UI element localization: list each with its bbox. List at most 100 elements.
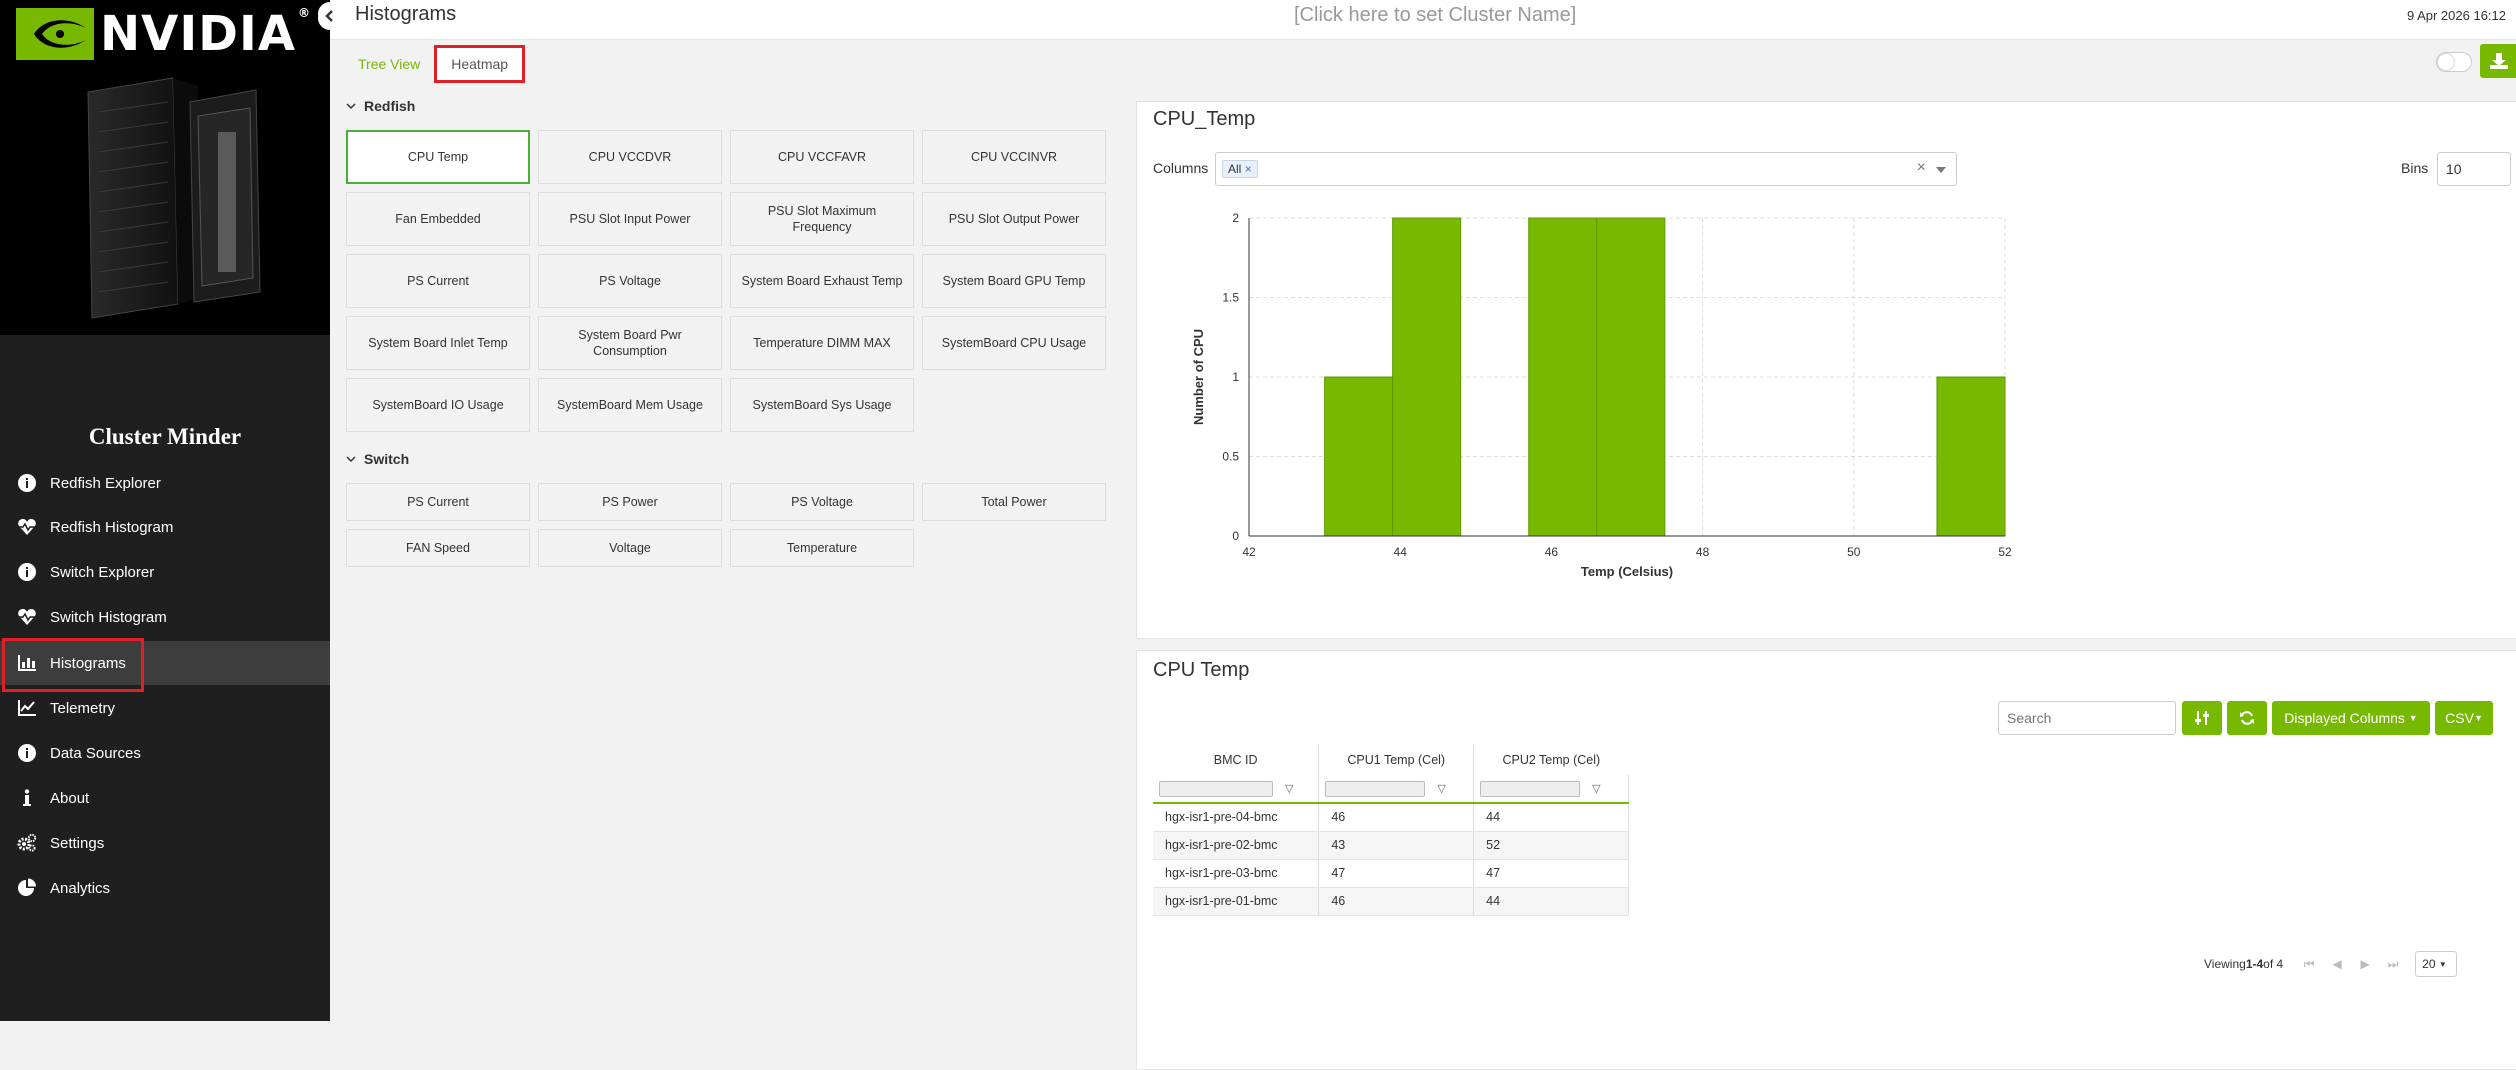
metric-button-systemboard-cpu-usage[interactable]: SystemBoard CPU Usage — [922, 316, 1106, 370]
cluster-name-link[interactable]: [Click here to set Cluster Name] — [1294, 4, 1577, 26]
metric-button-fan-embedded[interactable]: Fan Embedded — [346, 192, 530, 246]
column-header-cpu1-temp[interactable]: CPU1 Temp (Cel) — [1318, 745, 1475, 775]
section-header-redfish[interactable]: Redfish — [346, 98, 415, 114]
table-cell: 46 — [1318, 887, 1475, 916]
prev-page-icon[interactable]: ◀ — [2332, 957, 2342, 971]
columns-select[interactable]: All × × — [1215, 152, 1957, 186]
histogram-bar — [1324, 376, 1394, 537]
next-page-icon[interactable]: ▶ — [2360, 957, 2370, 971]
refresh-button[interactable] — [2227, 701, 2267, 735]
metric-button-ps-power[interactable]: PS Power — [538, 483, 722, 521]
y-tick-label: 1.5 — [1222, 291, 1239, 305]
metric-button-cpu-vccdvr[interactable]: CPU VCCDVR — [538, 130, 722, 184]
metric-button-system-board-exhaust-temp[interactable]: System Board Exhaust Temp — [730, 254, 914, 308]
tab-tree-view[interactable]: Tree View — [358, 56, 421, 72]
filter-icon[interactable]: ▽ — [1592, 783, 1601, 795]
chevron-down-icon[interactable] — [1936, 167, 1946, 173]
clear-icon[interactable]: × — [1916, 159, 1926, 176]
sidebar-item-about[interactable]: About — [0, 776, 330, 820]
sidebar-item-telemetry[interactable]: Telemetry — [0, 686, 330, 730]
logo-text: NVIDIA ® — [100, 6, 312, 62]
metric-button-systemboard-mem-usage[interactable]: SystemBoard Mem Usage — [538, 378, 722, 432]
metric-button-psu-slot-input-power[interactable]: PSU Slot Input Power — [538, 192, 722, 246]
first-page-icon[interactable]: ⏮ — [2303, 956, 2315, 971]
bar-chart-icon — [16, 652, 38, 674]
download-button[interactable] — [2480, 44, 2516, 78]
data-table: BMC ID CPU1 Temp (Cel) CPU2 Temp (Cel) ▽… — [1153, 745, 1629, 916]
metric-button-ps-current[interactable]: PS Current — [346, 483, 530, 521]
sidebar-item-redfish-explorer[interactable]: Redfish Explorer — [0, 461, 330, 505]
pager-suffix: of 4 — [2263, 957, 2284, 971]
metric-button-total-power[interactable]: Total Power — [922, 483, 1106, 521]
page-size-select[interactable]: 20 ▼ — [2415, 951, 2458, 977]
sidebar-item-label: Switch Histogram — [50, 608, 167, 626]
sidebar-item-label: Histograms — [50, 654, 126, 672]
table-cell: hgx-isr1-pre-02-bmc — [1153, 831, 1320, 860]
search-input[interactable] — [1998, 701, 2176, 735]
table-cell: 52 — [1473, 831, 1629, 860]
chevron-left-icon — [325, 10, 333, 22]
table-row[interactable]: hgx-isr1-pre-02-bmc 43 52 — [1153, 831, 1629, 860]
last-page-icon[interactable]: ⏭ — [2387, 956, 2399, 971]
filter-icon[interactable]: ▽ — [1437, 783, 1446, 795]
brand-title: Cluster Minder — [88, 424, 242, 449]
columns-chip[interactable]: All × — [1222, 160, 1258, 178]
nvidia-logo: NVIDIA ® — [16, 6, 312, 62]
metric-button-system-board-pwr-consumption[interactable]: System Board Pwr Consumption — [538, 316, 722, 370]
metric-button-voltage[interactable]: Voltage — [538, 529, 722, 567]
filter-cell: ▽ — [1318, 775, 1475, 804]
metric-button-ps-voltage[interactable]: PS Voltage — [538, 254, 722, 308]
filter-icon[interactable]: ▽ — [1285, 783, 1294, 795]
top-bar: Histograms [Click here to set Cluster Na… — [318, 0, 2516, 40]
sidebar-item-data-sources[interactable]: Data Sources — [0, 731, 330, 775]
tab-heatmap[interactable]: Heatmap — [434, 45, 526, 83]
table-cell: 44 — [1473, 887, 1629, 916]
sidebar-item-analytics[interactable]: Analytics — [0, 866, 330, 910]
sidebar-item-redfish-histogram[interactable]: Redfish Histogram — [0, 505, 330, 549]
section-header-switch[interactable]: Switch — [346, 451, 409, 467]
filter-input[interactable] — [1480, 780, 1581, 797]
toggle-switch[interactable] — [2436, 52, 2472, 72]
filter-input[interactable] — [1159, 780, 1273, 797]
metric-button-psu-slot-output-power[interactable]: PSU Slot Output Power — [922, 192, 1106, 246]
histogram-bar — [1936, 376, 2006, 537]
metric-button-ps-voltage[interactable]: PS Voltage — [730, 483, 914, 521]
info-icon — [16, 787, 38, 809]
table-row[interactable]: hgx-isr1-pre-03-bmc 47 47 — [1153, 859, 1629, 888]
x-tick-label: 42 — [1242, 545, 1256, 559]
sidebar-item-label: Data Sources — [50, 744, 141, 762]
metric-button-temperature[interactable]: Temperature — [730, 529, 914, 567]
sidebar-item-settings[interactable]: Settings — [0, 821, 330, 865]
metric-button-cpu-vccfavr[interactable]: CPU VCCFAVR — [730, 130, 914, 184]
metric-button-system-board-gpu-temp[interactable]: System Board GPU Temp — [922, 254, 1106, 308]
metric-button-psu-slot-maximum-frequency[interactable]: PSU Slot Maximum Frequency — [730, 192, 914, 246]
table-cell: hgx-isr1-pre-03-bmc — [1153, 859, 1320, 888]
metric-button-systemboard-io-usage[interactable]: SystemBoard IO Usage — [346, 378, 530, 432]
sidebar-item-switch-histogram[interactable]: Switch Histogram — [0, 595, 330, 639]
metric-button-temperature-dimm-max[interactable]: Temperature DIMM MAX — [730, 316, 914, 370]
metric-button-cpu-vccinvr[interactable]: CPU VCCINVR — [922, 130, 1106, 184]
heart-pulse-icon — [16, 516, 38, 538]
info-circle-icon — [16, 561, 38, 583]
displayed-columns-button[interactable]: Displayed Columns ▼ — [2272, 701, 2430, 735]
table-row[interactable]: hgx-isr1-pre-04-bmc 46 44 — [1153, 803, 1629, 832]
metric-button-fan-speed[interactable]: FAN Speed — [346, 529, 530, 567]
metric-button-cpu-temp[interactable]: CPU Temp — [346, 130, 530, 184]
x-tick-label: 50 — [1847, 545, 1861, 559]
metric-button-ps-current[interactable]: PS Current — [346, 254, 530, 308]
collapse-sidebar-button[interactable] — [318, 2, 342, 30]
metric-button-system-board-inlet-temp[interactable]: System Board Inlet Temp — [346, 316, 530, 370]
metric-button-systemboard-sys-usage[interactable]: SystemBoard Sys Usage — [730, 378, 914, 432]
column-header-cpu2-temp[interactable]: CPU2 Temp (Cel) — [1502, 753, 1601, 767]
sidebar-item-switch-explorer[interactable]: Switch Explorer — [0, 550, 330, 594]
bins-input[interactable] — [2437, 152, 2511, 186]
filter-input[interactable] — [1325, 780, 1426, 797]
histogram-bar — [1528, 217, 1598, 537]
y-tick-label: 2 — [1232, 211, 1239, 225]
column-header-bmc-id[interactable]: BMC ID — [1153, 745, 1320, 775]
sidebar-item-histograms[interactable]: Histograms — [0, 641, 330, 685]
logo-area: NVIDIA ® — [0, 0, 330, 335]
column-settings-button[interactable] — [2182, 701, 2222, 735]
csv-button[interactable]: CSV ▼ — [2435, 701, 2493, 735]
table-row[interactable]: hgx-isr1-pre-01-bmc 46 44 — [1153, 887, 1629, 916]
